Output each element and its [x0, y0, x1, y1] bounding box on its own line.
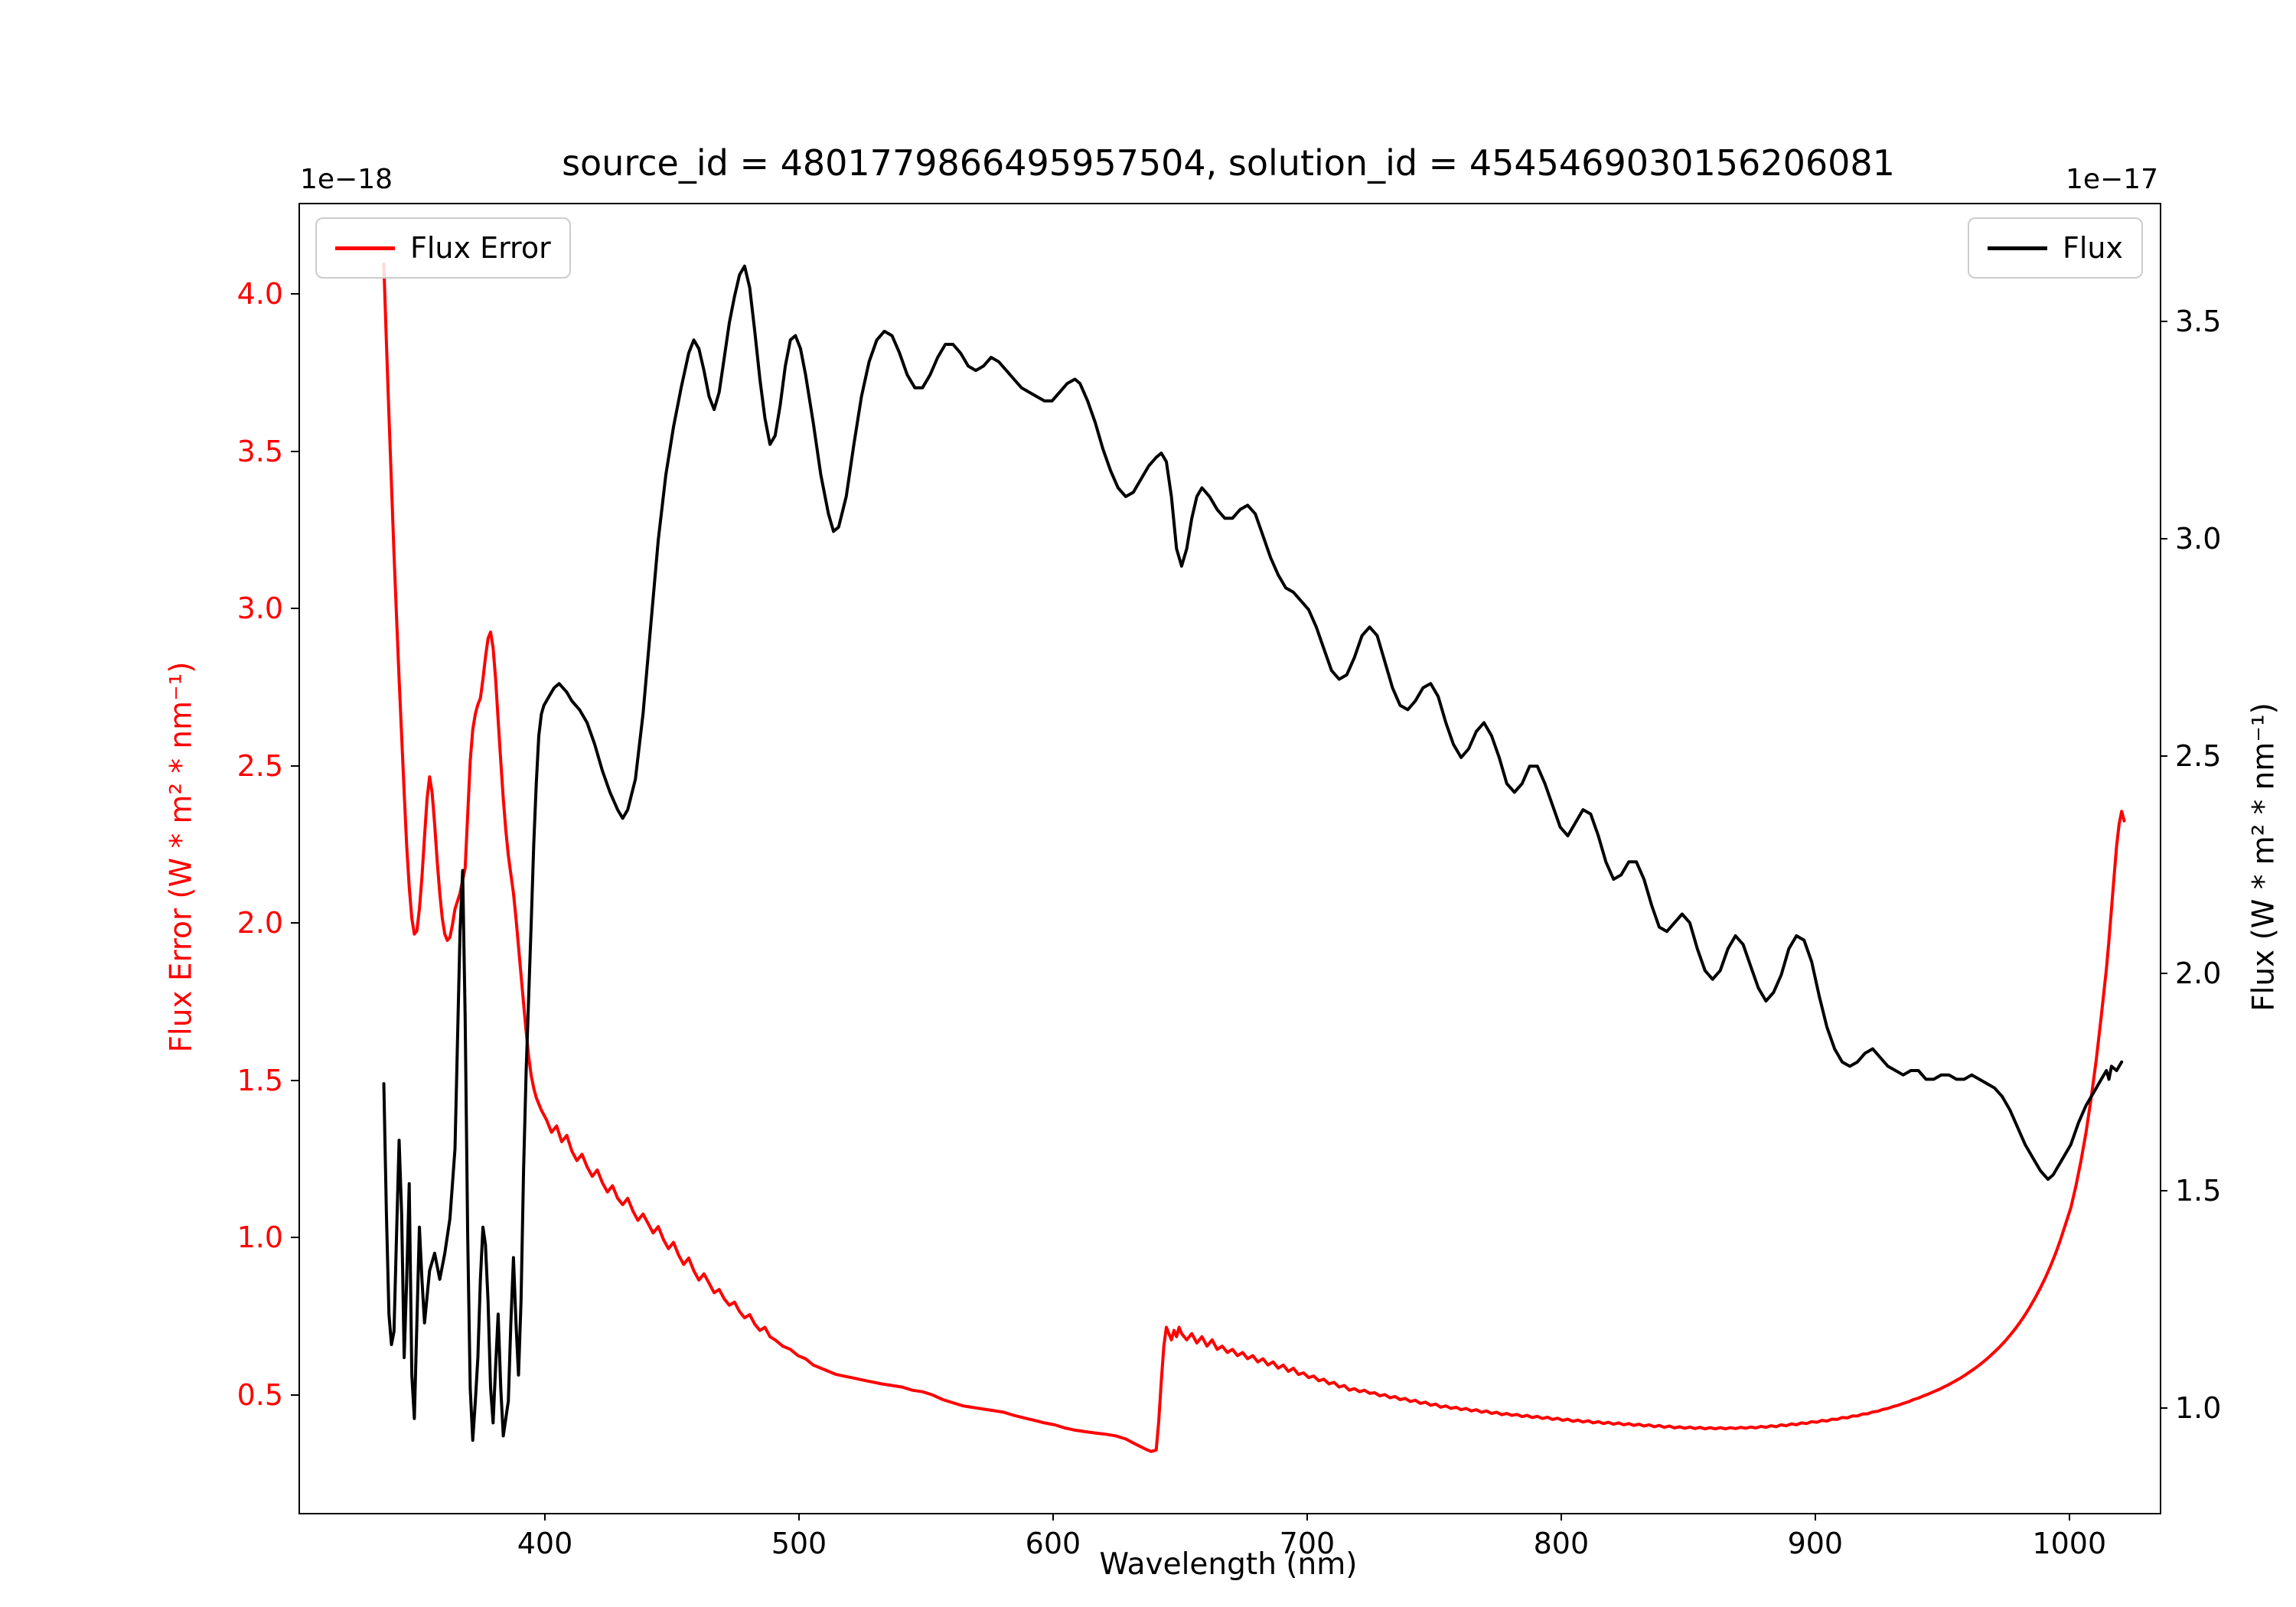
- y-tick-label-left: 3.5: [236, 434, 283, 468]
- y-axis-offset-text-left: 1e−18: [300, 164, 393, 195]
- x-tick-label: 500: [771, 1527, 827, 1560]
- x-tick-label: 1000: [2032, 1527, 2107, 1560]
- flux-legend-label: Flux: [2063, 231, 2123, 265]
- plot-title: source_id = 4801779866495957504, solutio…: [562, 142, 1895, 184]
- y-tick-label-right: 1.0: [2175, 1391, 2222, 1426]
- flux-error-legend-label: Flux Error: [410, 231, 551, 265]
- y-tick-label-right: 2.5: [2175, 738, 2222, 773]
- x-tick-mark: [797, 1513, 800, 1521]
- x-tick-mark: [1560, 1513, 1562, 1521]
- y-tick-mark-left: [291, 1079, 298, 1081]
- y-tick-mark-right: [2160, 1407, 2167, 1410]
- y-tick-label-left: 1.5: [236, 1063, 283, 1097]
- legend-flux-error: Flux Error: [315, 217, 571, 279]
- y-tick-mark-left: [291, 1393, 298, 1396]
- x-tick-mark: [1814, 1513, 1816, 1521]
- y-tick-label-left: 1.0: [236, 1221, 283, 1255]
- x-tick-label: 400: [517, 1527, 573, 1560]
- flux-error-legend-line: [335, 246, 395, 250]
- y-tick-label-left: 3.0: [236, 592, 283, 626]
- plot-area: [298, 203, 2161, 1514]
- y-tick-label-right: 3.5: [2175, 304, 2222, 338]
- flux-legend-line: [1988, 246, 2047, 250]
- y-tick-mark-right: [2160, 537, 2167, 539]
- y-tick-label-left: 2.0: [236, 906, 283, 940]
- x-tick-label: 900: [1787, 1527, 1844, 1560]
- y-tick-mark-left: [291, 293, 298, 295]
- y-tick-label-left: 0.5: [236, 1377, 283, 1412]
- y-tick-label-left: 2.5: [236, 748, 283, 783]
- y-tick-label-left: 4.0: [236, 277, 283, 311]
- y-axis-offset-text-right: 1e−17: [2065, 164, 2158, 195]
- legend-flux: Flux: [1968, 217, 2143, 279]
- x-tick-mark: [544, 1513, 546, 1521]
- y-tick-mark-right: [2160, 973, 2167, 975]
- x-tick-mark: [1052, 1513, 1054, 1521]
- y-tick-mark-left: [291, 450, 298, 452]
- y-tick-mark-left: [291, 1237, 298, 1239]
- y-tick-mark-right: [2160, 320, 2167, 322]
- y-tick-mark-left: [291, 764, 298, 767]
- y-tick-mark-left: [291, 922, 298, 924]
- y-tick-mark-left: [291, 608, 298, 610]
- y-axis-label-right: Flux (W * m² * nm⁻¹): [2246, 702, 2281, 1012]
- x-axis-label: Wavelength (nm): [1099, 1547, 1358, 1582]
- series-flux: [382, 264, 2124, 1442]
- y-tick-label-right: 2.0: [2175, 957, 2222, 991]
- y-tick-label-right: 3.0: [2175, 521, 2222, 556]
- x-tick-mark: [1306, 1513, 1308, 1521]
- x-tick-label: 700: [1279, 1527, 1336, 1560]
- y-axis-label-left: Flux Error (W * m² * nm⁻¹): [164, 661, 199, 1053]
- y-tick-label-right: 1.5: [2175, 1174, 2222, 1208]
- series-flux-error: [382, 262, 2126, 1453]
- x-tick-mark: [2068, 1513, 2070, 1521]
- y-tick-mark-right: [2160, 1190, 2167, 1192]
- y-tick-mark-right: [2160, 755, 2167, 757]
- spectrum-plot: [382, 262, 2126, 1453]
- x-tick-label: 800: [1533, 1527, 1590, 1560]
- x-tick-label: 600: [1025, 1527, 1081, 1560]
